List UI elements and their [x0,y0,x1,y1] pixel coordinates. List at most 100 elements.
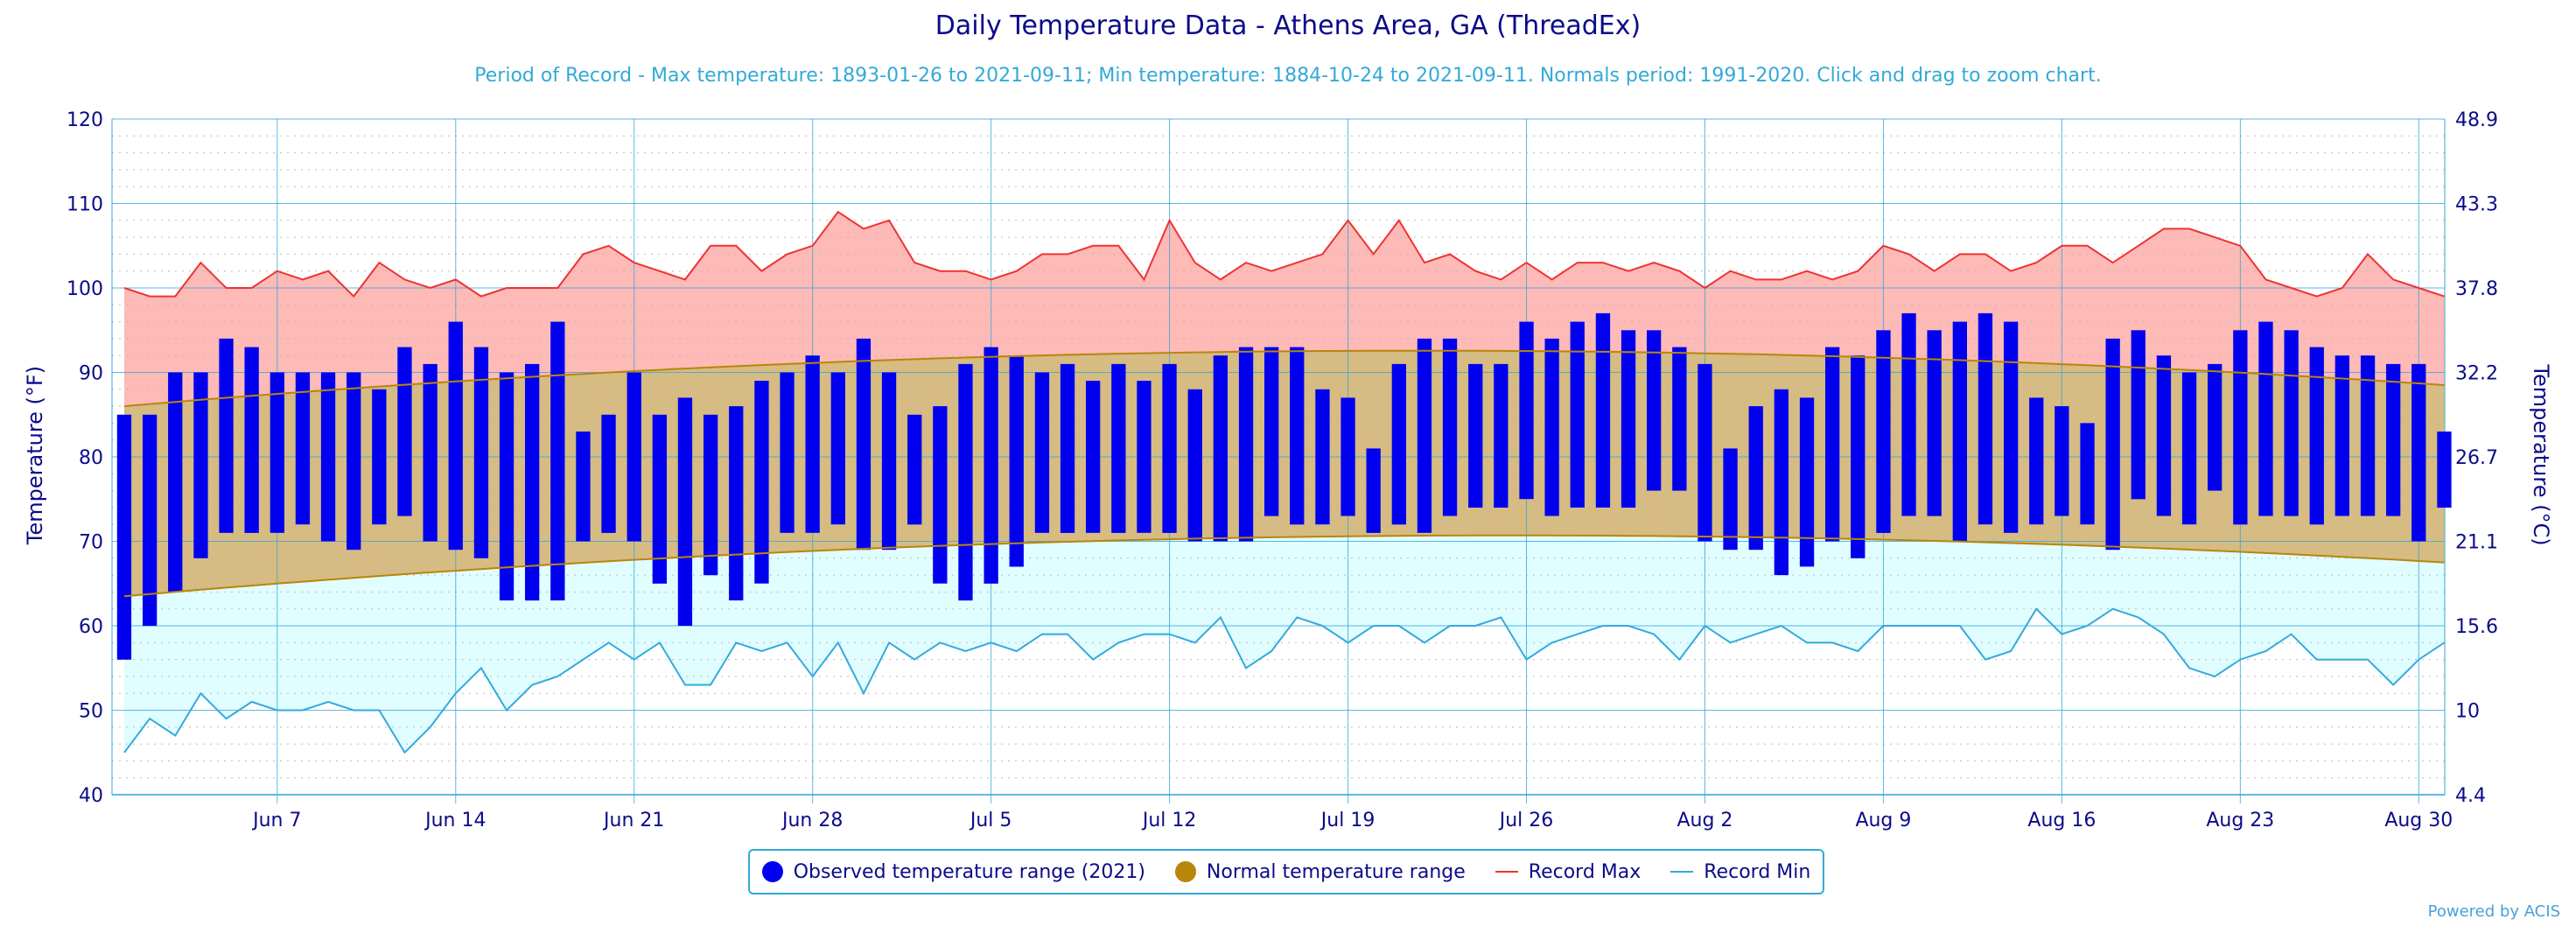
observed-range-bar[interactable] [907,414,922,525]
observed-range-bar[interactable] [984,347,998,584]
observed-range-bar[interactable] [473,347,489,558]
observed-range-bar[interactable] [626,372,641,542]
observed-range-bar[interactable] [729,406,744,600]
observed-range-bar[interactable] [1851,355,1866,558]
observed-range-bar[interactable] [1187,389,1202,542]
observed-range-bar[interactable] [1162,363,1177,533]
observed-range-bar[interactable] [1290,347,1305,525]
observed-range-bar[interactable] [652,414,667,584]
observed-range-bar[interactable] [1748,406,1763,551]
observed-range-bar[interactable] [1264,347,1279,516]
observed-range-bar[interactable] [1672,347,1687,491]
record-min-line[interactable] [123,607,2445,754]
observed-range-bar[interactable] [2437,431,2452,508]
observed-range-bar[interactable] [1034,372,1050,533]
observed-range-bar[interactable] [1086,381,1101,533]
observed-range-bar[interactable] [2080,423,2095,525]
observed-range-bar[interactable] [1952,321,1967,542]
observed-range-bar[interactable] [448,321,463,551]
observed-range-bar[interactable] [244,347,259,533]
observed-range-bar[interactable] [372,389,387,525]
observed-range-bar[interactable] [576,431,591,542]
observed-range-bar[interactable] [1009,355,1024,567]
observed-range-bar[interactable] [1494,363,1508,508]
observed-range-bar[interactable] [754,381,769,584]
observed-range-bar[interactable] [2054,406,2069,516]
observed-range-bar[interactable] [2004,321,2019,533]
record-max-line[interactable] [123,210,2445,298]
observed-range-bar[interactable] [2309,347,2324,525]
observed-range-bar[interactable] [1417,338,1432,533]
observed-range-bar[interactable] [2029,397,2044,525]
observed-range-bar[interactable] [1519,321,1534,500]
observed-range-bar[interactable] [1137,381,1152,533]
legend-item-observed[interactable]: Observed temperature range (2021) [761,861,1145,883]
legend-item-record-min[interactable]: Record Min [1670,861,1810,883]
observed-range-bar[interactable] [1825,347,1840,542]
observed-range-bar[interactable] [116,414,132,660]
legend-item-record-max[interactable]: Record Max [1494,861,1641,883]
observed-range-bar[interactable] [881,372,897,551]
observed-range-bar[interactable] [219,338,234,533]
observed-range-bar[interactable] [1060,363,1075,533]
observed-range-bar[interactable] [295,372,311,525]
credits-link[interactable]: Powered by ACIS [2427,902,2560,921]
observed-range-bar[interactable] [1698,363,1712,542]
observed-range-bar[interactable] [1391,363,1406,525]
observed-range-bar[interactable] [830,372,845,525]
observed-range-bar[interactable] [499,372,514,601]
observed-range-bar[interactable] [780,372,794,533]
observed-range-bar[interactable] [1544,338,1559,516]
observed-range-bar[interactable] [2233,330,2248,525]
observed-range-bar[interactable] [1799,397,1815,567]
observed-range-bar[interactable] [2208,363,2222,491]
observed-range-bar[interactable] [320,372,336,542]
observed-range-bar[interactable] [1111,363,1126,533]
observed-range-bar[interactable] [1647,330,1662,491]
observed-range-bar[interactable] [2412,363,2426,542]
observed-range-bar[interactable] [805,355,820,533]
observed-range-bar[interactable] [2105,338,2120,551]
observed-range-bar[interactable] [423,363,438,542]
observed-range-bar[interactable] [2386,363,2401,516]
observed-range-bar[interactable] [1366,448,1381,533]
observed-range-bar[interactable] [2156,355,2172,516]
legend-item-normal[interactable]: Normal temperature range [1174,861,1466,883]
observed-range-bar[interactable] [704,414,718,576]
observed-range-bar[interactable] [1723,448,1738,551]
observed-range-bar[interactable] [1340,397,1355,516]
observed-range-bar[interactable] [397,347,412,516]
observed-range-bar[interactable] [1238,347,1254,542]
observed-range-bar[interactable] [2258,321,2273,516]
observed-range-bar[interactable] [550,321,565,600]
observed-range-bar[interactable] [2131,330,2146,500]
observed-range-bar[interactable] [958,363,973,601]
observed-range-bar[interactable] [143,414,158,627]
observed-range-bar[interactable] [601,414,616,533]
observed-range-bar[interactable] [2334,355,2349,516]
observed-range-bar[interactable] [1570,321,1585,508]
observed-range-bar[interactable] [1468,363,1483,508]
observed-range-bar[interactable] [1876,330,1891,533]
observed-range-bar[interactable] [933,406,948,584]
observed-range-bar[interactable] [193,372,208,558]
observed-range-bar[interactable] [1213,355,1228,542]
observed-range-bar[interactable] [1595,312,1611,508]
observed-range-bar[interactable] [1774,389,1788,576]
observed-range-bar[interactable] [1927,330,1942,516]
observed-range-bar[interactable] [856,338,872,551]
observed-range-bar[interactable] [168,372,183,593]
observed-range-bar[interactable] [270,372,284,533]
observed-range-bar[interactable] [1315,389,1330,525]
observed-range-bar[interactable] [1901,312,1916,516]
observed-range-bar[interactable] [2284,330,2299,516]
observed-range-bar[interactable] [1620,330,1636,508]
observed-range-bar[interactable] [677,397,693,626]
observed-range-bar[interactable] [1978,312,1993,525]
observed-range-bar[interactable] [1442,338,1458,516]
observed-range-bar[interactable] [2360,355,2376,516]
observed-range-bar[interactable] [525,363,540,601]
observed-range-bar[interactable] [346,372,361,551]
observed-range-bar[interactable] [2181,372,2197,525]
